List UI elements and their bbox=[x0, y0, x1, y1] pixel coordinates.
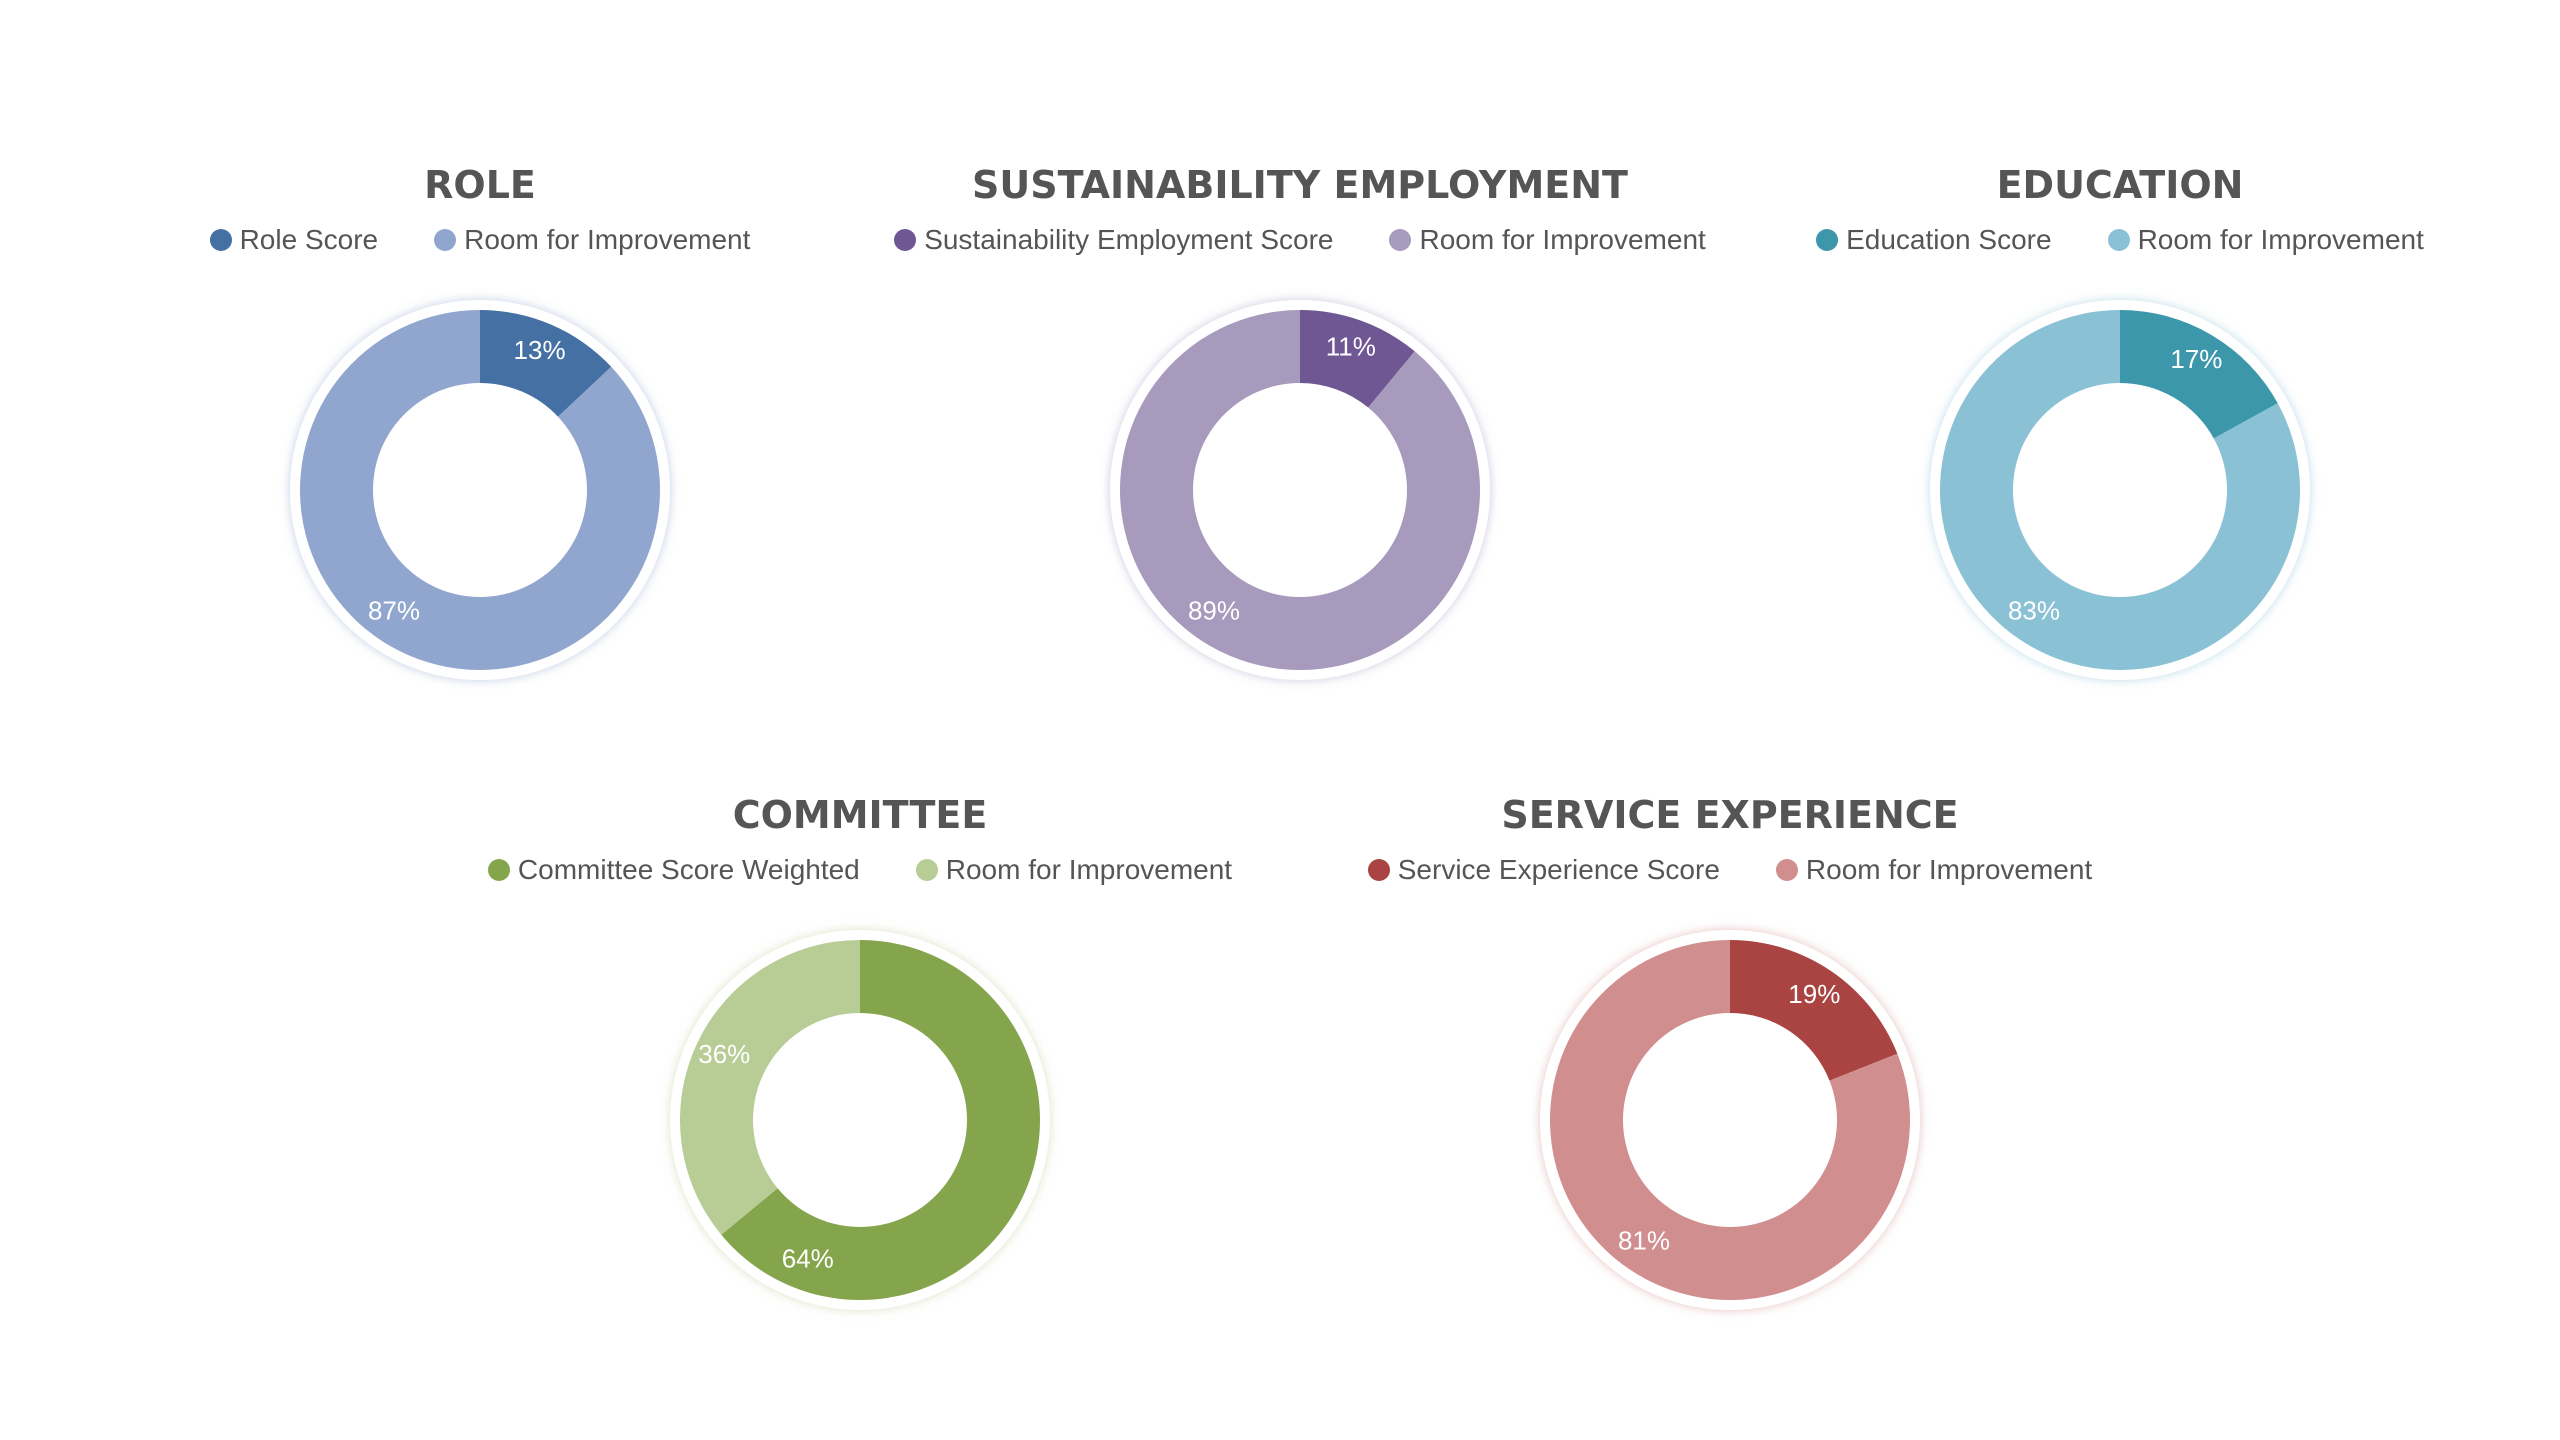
slice-value-label: 13% bbox=[514, 335, 566, 365]
chart-legend: Sustainability Employment Score Room for… bbox=[850, 222, 1750, 258]
legend-item-improvement[interactable]: Room for Improvement bbox=[915, 852, 1233, 888]
legend-label: Room for Improvement bbox=[464, 224, 751, 255]
donut-slice-improvement[interactable] bbox=[1940, 310, 2300, 670]
legend-item-score[interactable]: Sustainability Employment Score bbox=[894, 222, 1333, 258]
legend-item-improvement[interactable]: Room for Improvement bbox=[1389, 222, 1706, 258]
donut-chart: 11% 89% bbox=[1110, 300, 1490, 680]
slice-value-label: 11% bbox=[1326, 332, 1376, 362]
donut-chart: 19% 81% bbox=[1540, 930, 1920, 1310]
legend-item-score[interactable]: Service Experience Score bbox=[1367, 852, 1720, 888]
legend-label: Education Score bbox=[1846, 224, 2052, 255]
legend-swatch bbox=[2107, 229, 2130, 251]
legend-item-score[interactable]: Education Score bbox=[1816, 222, 2052, 258]
legend-label: Committee Score Weighted bbox=[517, 854, 860, 885]
legend-swatch bbox=[915, 859, 938, 881]
legend-item-improvement[interactable]: Room for Improvement bbox=[2107, 222, 2424, 258]
slice-value-label: 83% bbox=[2008, 596, 2060, 626]
legend-label: Role Score bbox=[239, 224, 379, 255]
legend-item-score[interactable]: Committee Score Weighted bbox=[487, 852, 860, 888]
legend-label: Room for Improvement bbox=[2137, 224, 2424, 255]
legend-item-improvement[interactable]: Room for Improvement bbox=[1775, 852, 2093, 888]
slice-value-label: 81% bbox=[1618, 1226, 1670, 1256]
legend-label: Room for Improvement bbox=[1419, 224, 1706, 255]
sustainability-employment-chart: SUSTAINABILITY EMPLOYMENT Sustainability… bbox=[850, 160, 1750, 720]
legend-swatch bbox=[1389, 229, 1412, 251]
donut-slice-improvement[interactable] bbox=[680, 940, 860, 1235]
slice-value-label: 87% bbox=[368, 596, 420, 626]
slice-value-label: 17% bbox=[2170, 344, 2222, 374]
chart-legend: Role Score Room for Improvement bbox=[30, 222, 930, 258]
role-chart: ROLE Role Score Room for Improvement 13%… bbox=[30, 160, 930, 720]
donut-chart: 64% 36% bbox=[670, 930, 1050, 1310]
legend-label: Service Experience Score bbox=[1397, 854, 1720, 885]
donut-chart: 17% 83% bbox=[1930, 300, 2310, 680]
legend-swatch bbox=[487, 859, 510, 881]
legend-swatch bbox=[1367, 859, 1390, 881]
donut-slice-improvement[interactable] bbox=[1120, 310, 1480, 670]
education-chart: EDUCATION Education Score Room for Impro… bbox=[1670, 160, 2560, 720]
chart-title: ROLE bbox=[424, 163, 536, 207]
legend-swatch bbox=[1816, 229, 1839, 251]
donut-slice-score[interactable] bbox=[721, 940, 1040, 1300]
slice-value-label: 89% bbox=[1188, 596, 1240, 626]
chart-title: EDUCATION bbox=[1996, 163, 2244, 207]
chart-title: SUSTAINABILITY EMPLOYMENT bbox=[972, 163, 1628, 207]
legend-swatch bbox=[434, 229, 457, 251]
donut-slice-score[interactable] bbox=[2120, 310, 2278, 439]
legend-swatch bbox=[894, 229, 917, 251]
legend-label: Room for Improvement bbox=[1805, 854, 2093, 885]
donut-slice-improvement[interactable] bbox=[1550, 940, 1910, 1300]
slice-value-label: 19% bbox=[1788, 979, 1840, 1009]
chart-title: SERVICE EXPERIENCE bbox=[1501, 793, 1959, 837]
slice-value-label: 64% bbox=[782, 1243, 834, 1273]
donut-slice-score[interactable] bbox=[1730, 940, 1898, 1081]
legend-label: Room for Improvement bbox=[945, 854, 1233, 885]
donut-chart: 13% 87% bbox=[290, 300, 670, 680]
legend-item-improvement[interactable]: Room for Improvement bbox=[434, 222, 750, 258]
chart-legend: Service Experience Score Room for Improv… bbox=[1280, 852, 2180, 888]
legend-swatch bbox=[1775, 859, 1798, 881]
donut-slice-score[interactable] bbox=[1300, 310, 1415, 408]
donut-slice-score[interactable] bbox=[480, 310, 612, 417]
legend-swatch bbox=[209, 229, 232, 251]
slice-value-label: 36% bbox=[698, 1039, 750, 1069]
chart-title: COMMITTEE bbox=[732, 793, 988, 837]
legend-item-score[interactable]: Role Score bbox=[209, 222, 379, 258]
chart-legend: Committee Score Weighted Room for Improv… bbox=[410, 852, 1310, 888]
donut-slice-improvement[interactable] bbox=[300, 310, 660, 670]
chart-legend: Education Score Room for Improvement bbox=[1670, 222, 2560, 258]
committee-chart: COMMITTEE Committee Score Weighted Room … bbox=[410, 790, 1310, 1350]
service-experience-chart: SERVICE EXPERIENCE Service Experience Sc… bbox=[1280, 790, 2180, 1350]
legend-label: Sustainability Employment Score bbox=[924, 224, 1334, 255]
